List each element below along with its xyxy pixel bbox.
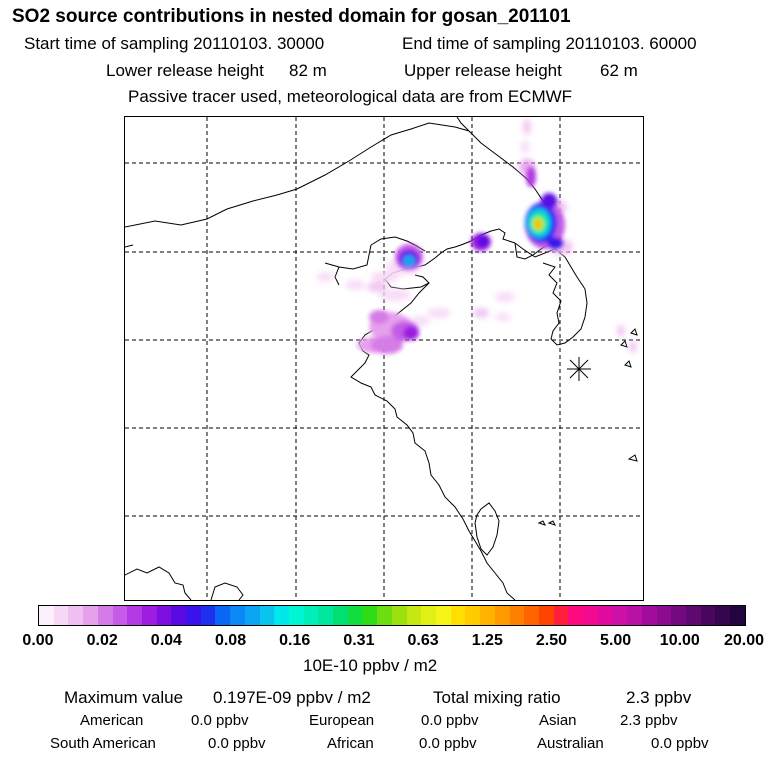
so2-plume <box>317 119 637 354</box>
colorbar-swatch <box>274 606 289 625</box>
region-south-american-label: South American <box>50 735 156 752</box>
colorbar-swatch <box>553 606 569 625</box>
total-mixing-label: Total mixing ratio <box>433 688 561 707</box>
colorbar-swatch <box>494 606 510 625</box>
region-american-value: 0.0 ppbv <box>191 712 249 729</box>
max-value-label: Maximum value <box>64 688 184 707</box>
colorbar-swatch <box>524 606 539 625</box>
colorbar-swatch <box>480 606 495 625</box>
asterisk-icon <box>567 357 591 381</box>
region-african-value: 0.0 ppbv <box>419 735 477 752</box>
upper-release-label: Upper release height <box>404 61 562 80</box>
colorbar-swatch <box>597 606 613 625</box>
colorbar-swatch <box>68 606 84 625</box>
region-australian-label: Australian <box>537 735 604 752</box>
colorbar-tick-label: 1.25 <box>471 632 503 649</box>
colorbar-tick-label: 0.31 <box>343 632 375 649</box>
region-european-label: European <box>309 712 375 729</box>
region-asian-label: Asian <box>539 712 577 729</box>
colorbar-swatch <box>671 606 686 625</box>
colorbar-tick-label: 0.00 <box>22 632 54 649</box>
end-time-label: End time of sampling 20110103. 60000 <box>402 34 697 53</box>
colorbar-swatch <box>612 606 628 625</box>
colorbar-swatch <box>347 606 363 625</box>
colorbar-swatch <box>53 606 69 625</box>
colorbar-swatch <box>377 606 392 625</box>
region-australian-value: 0.0 ppbv <box>651 735 709 752</box>
colorbar-swatch <box>141 606 157 625</box>
lower-release-value: 82 m <box>289 61 327 80</box>
page-title: SO2 source contributions in nested domai… <box>12 6 571 27</box>
colorbar-swatch <box>391 606 407 625</box>
colorbar-tick-label: 5.00 <box>600 632 632 649</box>
colorbar-swatch <box>700 606 716 625</box>
tracer-note: Passive tracer used, meteorological data… <box>128 87 573 106</box>
colorbar-swatch <box>230 606 245 625</box>
colorbar-swatch <box>215 606 231 625</box>
upper-release-value: 62 m <box>600 61 638 80</box>
colorbar-swatch <box>421 606 436 625</box>
colorbar-tick-label: 20.00 <box>723 632 765 649</box>
colorbar-tick-label: 0.04 <box>150 632 182 649</box>
colorbar-swatch <box>509 606 525 625</box>
colorbar-tick-label: 10.00 <box>659 632 700 649</box>
colorbar-swatch <box>112 606 128 625</box>
map-panel <box>124 116 644 601</box>
colorbar-swatch <box>83 606 98 625</box>
colorbar-unit: 10E-10 ppbv / m2 <box>303 656 438 675</box>
colorbar-swatch <box>259 606 275 625</box>
colorbar <box>38 605 746 626</box>
colorbar-tick-label: 0.63 <box>407 632 439 649</box>
colorbar-swatch <box>362 606 378 625</box>
colorbar-tick-label: 2.50 <box>535 632 568 649</box>
colorbar-swatch <box>465 606 481 625</box>
colorbar-tick-label: 0.16 <box>279 632 311 649</box>
colorbar-swatch <box>450 606 466 625</box>
colorbar-swatch <box>730 606 745 625</box>
colorbar-swatch <box>288 606 304 625</box>
colorbar-swatch <box>97 606 113 625</box>
colorbar-swatch <box>583 606 598 625</box>
start-time-label: Start time of sampling 20110103. 30000 <box>24 34 325 53</box>
region-american-label: American <box>80 712 144 729</box>
colorbar-swatch <box>715 606 731 625</box>
colorbar-swatch <box>171 606 187 625</box>
max-value: 0.197E-09 ppbv / m2 <box>213 688 371 707</box>
colorbar-swatch <box>627 606 642 625</box>
colorbar-swatch <box>538 606 554 625</box>
map-gridlines <box>125 117 643 600</box>
colorbar-swatch <box>244 606 260 625</box>
region-european-value: 0.0 ppbv <box>421 712 479 729</box>
region-south-american-value: 0.0 ppbv <box>208 735 266 752</box>
colorbar-swatch <box>127 606 142 625</box>
colorbar-swatch <box>200 606 216 625</box>
colorbar-swatch <box>303 606 319 625</box>
colorbar-swatch <box>333 606 348 625</box>
colorbar-swatch <box>435 606 451 625</box>
colorbar-tick-label: 0.02 <box>86 632 118 649</box>
region-african-label: African <box>327 735 374 752</box>
colorbar-swatch <box>186 606 201 625</box>
colorbar-swatch <box>318 606 334 625</box>
colorbar-swatch <box>39 606 54 625</box>
lower-release-label: Lower release height <box>106 61 264 80</box>
total-mixing-value: 2.3 ppbv <box>626 688 692 707</box>
colorbar-swatch <box>568 606 584 625</box>
colorbar-swatch <box>406 606 422 625</box>
colorbar-tick-label: 0.08 <box>214 632 247 649</box>
colorbar-swatch <box>656 606 672 625</box>
map-canvas <box>125 117 643 600</box>
colorbar-swatch <box>685 606 701 625</box>
colorbar-swatch <box>641 606 657 625</box>
colorbar-swatch <box>156 606 172 625</box>
region-asian-value: 2.3 ppbv <box>620 712 678 729</box>
